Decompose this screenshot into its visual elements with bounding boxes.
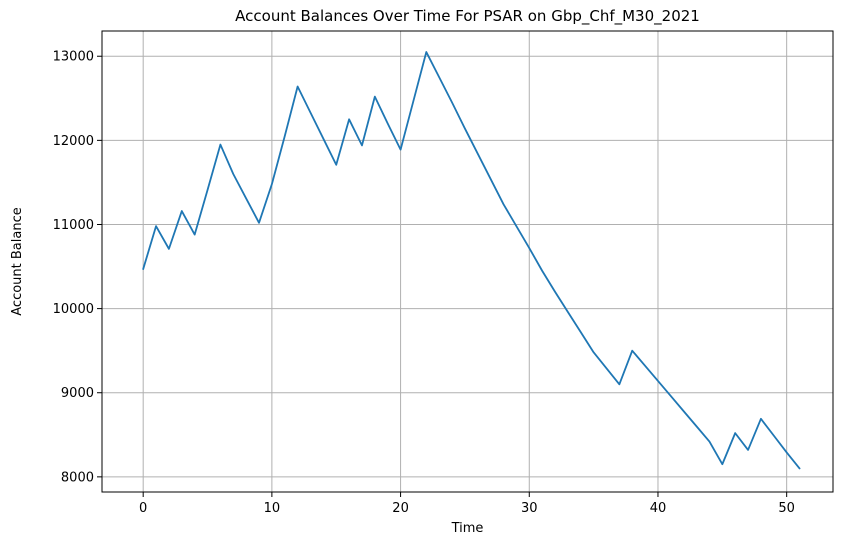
- y-tick-label: 13000: [53, 50, 94, 65]
- x-tick-label: 0: [139, 501, 147, 516]
- x-tick-label: 40: [650, 501, 667, 516]
- y-tick-label: 12000: [53, 134, 94, 149]
- chart-title: Account Balances Over Time For PSAR on G…: [235, 7, 700, 26]
- y-tick-label: 9000: [61, 386, 94, 401]
- y-axis-label: Account Balance: [10, 207, 25, 315]
- balance-line: [142, 51, 801, 470]
- grid-layer: [102, 31, 833, 492]
- y-tick-label: 11000: [53, 218, 94, 233]
- series-layer: [142, 51, 801, 470]
- x-tick-label: 30: [521, 501, 538, 516]
- y-tick-label: 8000: [61, 470, 94, 485]
- plot-frame: [101, 30, 834, 493]
- x-tick-label: 10: [264, 501, 281, 516]
- x-tick-label: 50: [778, 501, 795, 516]
- y-tick-label: 10000: [53, 302, 94, 317]
- tick-layer: 0 10 20 30 40 50 8000 9000 10000 11000 12000 13000: [53, 50, 795, 516]
- x-axis-label: Time: [451, 521, 484, 536]
- x-tick-label: 20: [392, 501, 409, 516]
